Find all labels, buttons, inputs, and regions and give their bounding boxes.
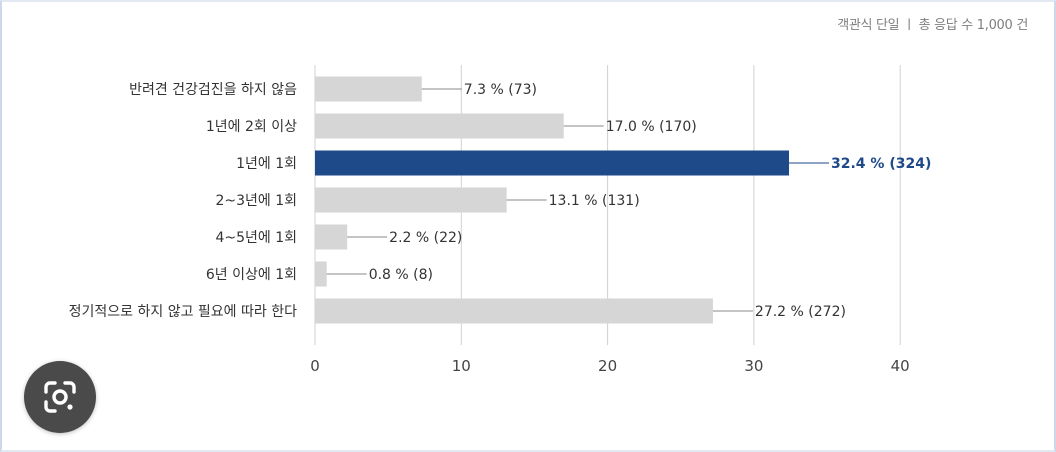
bar	[315, 76, 422, 102]
data-label: 0.8 % (8)	[369, 267, 433, 283]
category-label: 6년 이상에 1회	[206, 267, 297, 283]
category-label: 1년에 1회	[236, 156, 297, 172]
data-label: 13.1 % (131)	[549, 193, 640, 209]
x-tick-label: 20	[598, 357, 617, 375]
category-label: 2~3년에 1회	[215, 193, 297, 209]
bar	[315, 187, 507, 213]
bars	[315, 76, 790, 324]
bar	[315, 224, 348, 250]
data-labels: 7.3 % (73) 17.0 % (170) 32.4 % (324) 13.1 %…	[326, 82, 931, 320]
response-meta: 객관식 단일 ㅣ 총 응답 수 1,000 건	[837, 18, 1028, 33]
lens-button[interactable]	[24, 361, 96, 433]
bar	[315, 150, 790, 176]
x-axis-ticks: 0 10 20 30 40	[310, 357, 910, 375]
data-label: 2.2 % (22)	[389, 230, 462, 246]
category-label: 정기적으로 하지 않고 필요에 따라 한다	[69, 304, 297, 320]
data-label: 27.2 % (272)	[755, 304, 846, 320]
bar	[315, 298, 713, 324]
data-label: 7.3 % (73)	[464, 82, 537, 98]
category-label: 1년에 2회 이상	[206, 119, 297, 135]
bar	[315, 113, 564, 139]
x-tick-label: 10	[452, 357, 471, 375]
x-tick-label: 40	[891, 357, 910, 375]
category-label: 반려견 건강검진을 하지 않음	[129, 82, 297, 98]
x-tick-label: 0	[310, 357, 320, 375]
category-labels: 반려견 건강검진을 하지 않음 1년에 2회 이상 1년에 1회 2~3년에 1회 4~…	[69, 82, 297, 320]
x-tick-label: 30	[744, 357, 763, 375]
category-label: 4~5년에 1회	[215, 230, 297, 246]
google-lens-icon	[44, 381, 76, 413]
data-label: 32.4 % (324)	[831, 156, 931, 172]
data-label: 17.0 % (170)	[606, 119, 697, 135]
bar	[315, 261, 327, 287]
